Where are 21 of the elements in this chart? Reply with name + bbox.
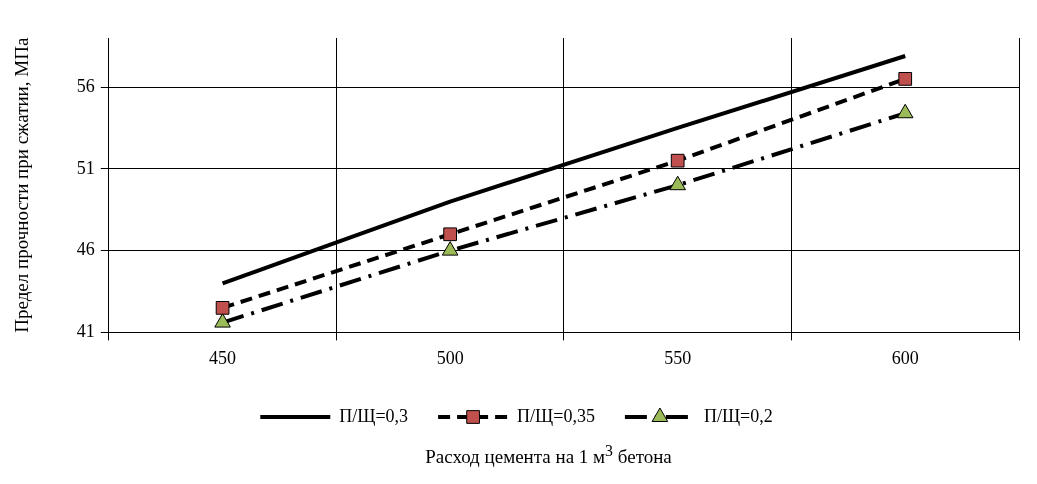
y-tick-label: 46 xyxy=(76,239,95,260)
y-tick-label: 56 xyxy=(76,75,95,96)
point xyxy=(441,241,459,256)
legend-label: П/Щ=0,35 xyxy=(517,405,595,426)
point xyxy=(898,72,913,86)
x-tick-label: 450 xyxy=(209,347,237,368)
y-tick-label: 51 xyxy=(76,157,95,178)
y-tick-label: 41 xyxy=(76,321,95,342)
x-tick-label: 500 xyxy=(436,347,464,368)
legend-label: П/Щ=0,3 xyxy=(339,405,409,426)
point xyxy=(670,153,685,168)
point xyxy=(214,313,231,328)
x-axis-title: Расход цемента на 1 м$^{3}$ бетона xyxy=(424,442,673,469)
point xyxy=(215,301,230,315)
x-tick-label: 550 xyxy=(664,347,692,368)
point xyxy=(443,227,457,242)
point xyxy=(896,103,914,119)
legend-label: П/Щ=0,2 xyxy=(703,405,773,426)
x-tick-label: 600 xyxy=(891,347,919,368)
y-axis-title: Предел прочности при сжатии, МПа xyxy=(11,37,33,333)
point xyxy=(669,175,686,191)
